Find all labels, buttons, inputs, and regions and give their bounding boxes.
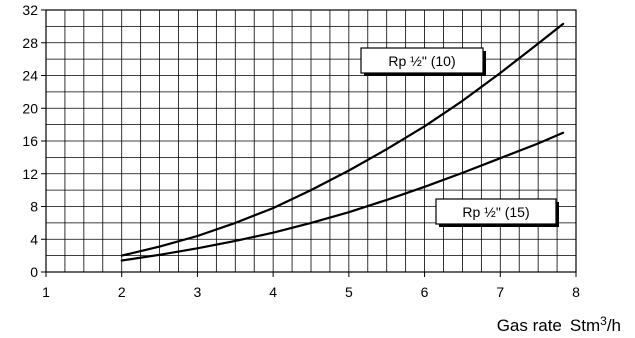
series-label-box-1: Rp ½" (10) xyxy=(360,47,486,76)
y-tick-label: 28 xyxy=(22,35,38,51)
series-line-2 xyxy=(120,131,565,262)
y-tick-label: 32 xyxy=(22,2,38,18)
y-tick-label: 0 xyxy=(30,264,38,280)
y-tick-label: 16 xyxy=(22,133,38,149)
x-tick-label: 3 xyxy=(194,284,202,300)
y-tick-label: 24 xyxy=(22,68,38,84)
x-tick-label: 6 xyxy=(421,284,429,300)
x-tick-label: 2 xyxy=(118,284,126,300)
x-tick-label: 8 xyxy=(572,284,580,300)
axes xyxy=(41,9,577,277)
series-label-text: Rp ½" (15) xyxy=(462,204,529,220)
y-tick-label: 4 xyxy=(30,231,38,247)
x-axis-unit-sup: 3 xyxy=(600,314,607,328)
series-label-text: Rp ½" (10) xyxy=(388,53,455,69)
x-axis-label: Gas rate Stm3/h xyxy=(497,314,621,335)
x-tick-label: 7 xyxy=(496,284,504,300)
series-label-box-2: Rp ½" (15) xyxy=(435,198,559,227)
grid xyxy=(46,10,576,272)
y-tick-label: 8 xyxy=(30,199,38,215)
x-tick-label: 1 xyxy=(42,284,50,300)
series-lines xyxy=(120,22,565,262)
series-labels: Rp ½" (10) Rp ½" (15) xyxy=(360,47,559,227)
x-axis-unit-tail: /h xyxy=(607,316,621,335)
series-label-frame xyxy=(360,47,484,74)
y-tick-label: 12 xyxy=(22,166,38,182)
series-line-1 xyxy=(120,22,565,257)
x-axis-unit-main: Stm xyxy=(570,316,600,335)
x-tick-label: 4 xyxy=(269,284,277,300)
x-tick-label: 5 xyxy=(345,284,353,300)
series-label-frame xyxy=(435,198,557,225)
x-axis-label-text: Gas rate xyxy=(497,316,562,335)
y-tick-label: 20 xyxy=(22,100,38,116)
